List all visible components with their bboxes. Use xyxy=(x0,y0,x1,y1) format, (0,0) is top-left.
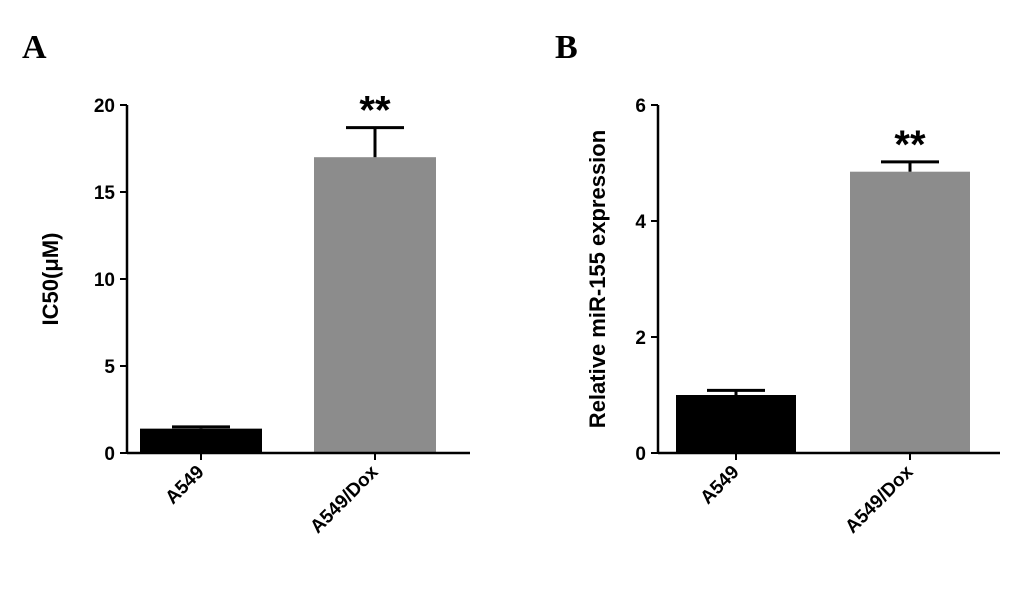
y-tick-label-a-4: 15 xyxy=(94,183,116,204)
y-tick-label-b-3: 4 xyxy=(635,212,646,233)
y-tick-label-a-5: 20 xyxy=(94,96,115,117)
bar-a-2 xyxy=(314,157,436,453)
panel-letter-b: B xyxy=(555,29,578,66)
y-axis-title-b: Relative miR-155 expression xyxy=(585,130,610,428)
significance-label-b-2: ** xyxy=(894,123,926,167)
y-tick-label-b-1: 0 xyxy=(635,444,646,465)
bar-b-1 xyxy=(676,395,796,453)
bar-a-1 xyxy=(140,428,262,453)
y-tick-label-a-1: 0 xyxy=(104,444,115,465)
x-tick-label-b-1: A549 xyxy=(697,462,744,509)
y-tick-label-a-3: 10 xyxy=(94,270,115,291)
y-tick-label-b-4: 6 xyxy=(635,96,646,117)
x-tick-label-a-1: A549 xyxy=(162,462,209,509)
x-tick-label-b-2: A549/Dox xyxy=(841,461,917,537)
panel-letter-a: A xyxy=(22,29,47,66)
y-tick-label-b-2: 2 xyxy=(635,328,646,349)
y-axis-title-a: IC50(μM) xyxy=(38,233,63,326)
x-tick-label-a-2: A549/Dox xyxy=(306,461,382,537)
y-tick-label-a-2: 5 xyxy=(104,357,115,378)
bar-b-2 xyxy=(850,171,970,453)
significance-label-a-2: ** xyxy=(359,89,391,133)
